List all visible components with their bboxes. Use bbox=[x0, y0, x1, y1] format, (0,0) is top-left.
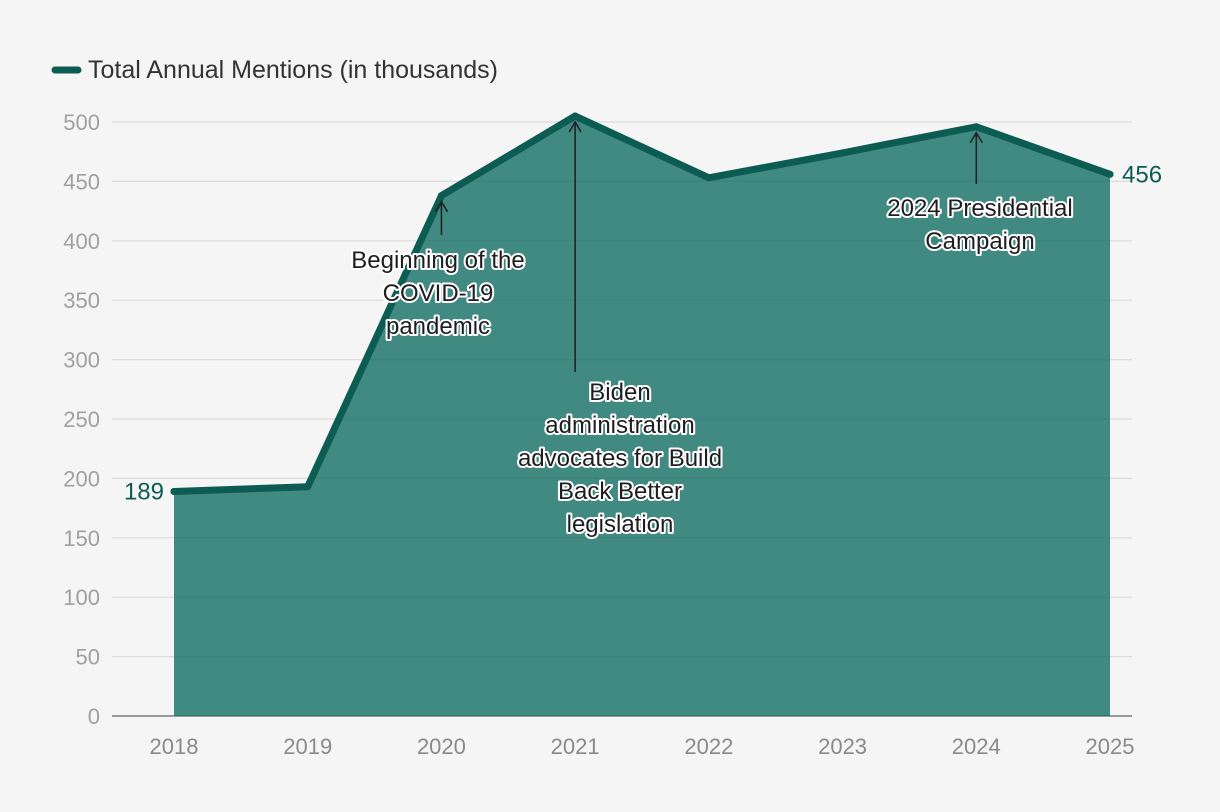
annotation-arrowhead bbox=[434, 200, 449, 213]
data-point-2020 bbox=[437, 192, 445, 200]
start-value-label: 189 bbox=[124, 478, 164, 505]
y-tick-label: 100 bbox=[63, 585, 100, 610]
y-tick-label: 50 bbox=[76, 645, 100, 670]
annotation-text-line: pandemic bbox=[386, 313, 490, 340]
data-point-2019 bbox=[304, 483, 312, 491]
x-axis: 2018 2019 2020 2021 2022 2023 2024 2025 bbox=[150, 734, 1135, 759]
y-tick-label: 200 bbox=[63, 466, 100, 491]
y-axis: 0 50 100 150 200 250 300 350 400 450 500 bbox=[63, 110, 100, 729]
x-tick-label: 2018 bbox=[150, 734, 199, 759]
legend: Total Annual Mentions (in thousands) bbox=[51, 56, 498, 84]
y-tick-label: 450 bbox=[63, 169, 100, 194]
annotation-text-line: legislation bbox=[567, 511, 674, 538]
x-tick-label: 2023 bbox=[818, 734, 867, 759]
annotation-2020: Beginning of the COVID-19 pandemic bbox=[349, 200, 527, 342]
x-tick-label: 2025 bbox=[1086, 734, 1135, 759]
data-point-2018 bbox=[170, 487, 178, 495]
data-point-2025 bbox=[1106, 170, 1114, 178]
y-tick-label: 400 bbox=[63, 229, 100, 254]
annotation-text-line: 2024 Presidential bbox=[887, 195, 1072, 222]
series-line bbox=[170, 112, 1114, 495]
annotations: Beginning of the COVID-19 pandemic Biden adm… bbox=[349, 120, 1075, 540]
annotation-text-line: COVID-19 bbox=[383, 280, 494, 307]
data-point-2021 bbox=[571, 112, 579, 120]
annotation-arrowhead bbox=[969, 131, 983, 144]
annotation-2021: Biden administration advocates for Build Ba… bbox=[516, 120, 724, 540]
annotation-2024: 2024 Presidential Campaign bbox=[885, 131, 1075, 257]
x-tick-label: 2024 bbox=[952, 734, 1001, 759]
y-tick-label: 300 bbox=[63, 348, 100, 373]
y-tick-label: 250 bbox=[63, 407, 100, 432]
plot-area bbox=[170, 112, 1114, 716]
y-tick-label: 150 bbox=[63, 526, 100, 551]
legend-label: Total Annual Mentions (in thousands) bbox=[88, 56, 498, 84]
annotation-text-line: Campaign bbox=[925, 228, 1034, 255]
y-tick-label: 0 bbox=[88, 704, 100, 729]
x-tick-label: 2019 bbox=[283, 734, 332, 759]
x-tick-label: 2021 bbox=[551, 734, 600, 759]
x-tick-label: 2022 bbox=[684, 734, 733, 759]
annotation-text-line: Beginning of the bbox=[351, 247, 524, 274]
end-value-label: 456 bbox=[1122, 161, 1162, 188]
data-point-2022 bbox=[705, 174, 713, 182]
annotation-arrowhead bbox=[568, 120, 582, 133]
x-tick-label: 2020 bbox=[417, 734, 466, 759]
annotation-text-line: administration bbox=[545, 412, 694, 439]
data-point-2023 bbox=[839, 149, 847, 157]
series-area bbox=[174, 116, 1110, 716]
y-tick-label: 500 bbox=[63, 110, 100, 135]
annotation-text-line: Biden bbox=[589, 379, 650, 406]
annotation-text-line: Back Better bbox=[558, 478, 682, 505]
data-point-2024 bbox=[972, 123, 980, 131]
annotation-text-line: advocates for Build bbox=[518, 445, 722, 472]
y-tick-label: 350 bbox=[63, 288, 100, 313]
